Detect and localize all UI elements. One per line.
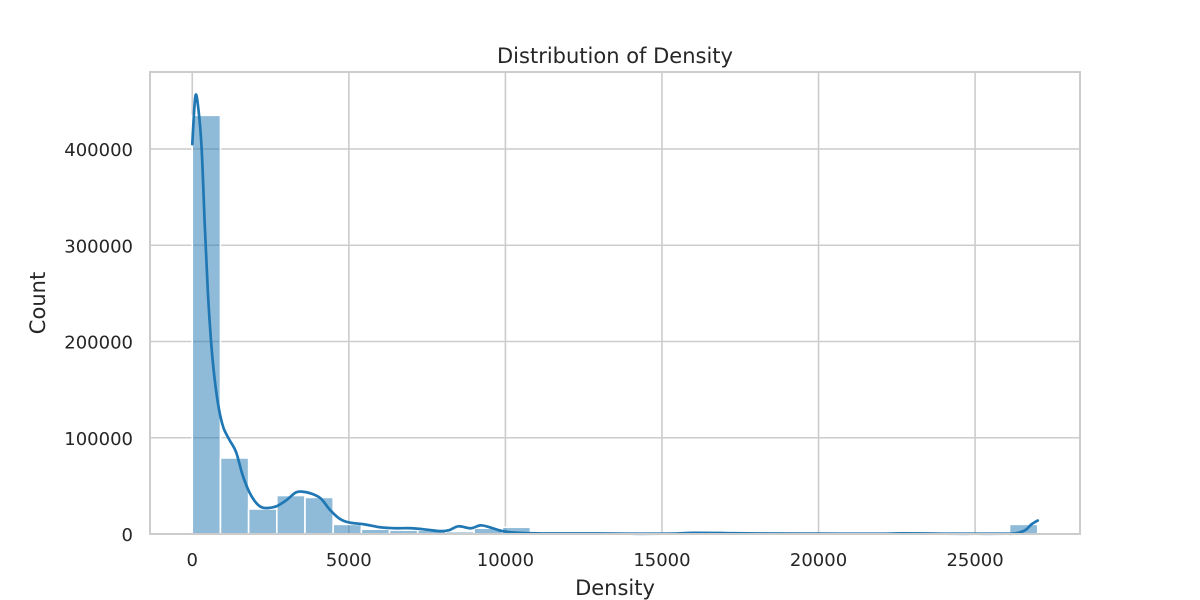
chart-title: Distribution of Density [497, 44, 733, 68]
y-tick-label: 200000 [64, 333, 133, 354]
x-tick-label: 10000 [477, 550, 534, 571]
histogram-bar [191, 114, 222, 535]
y-tick-label: 300000 [64, 236, 133, 257]
x-tick-label: 0 [187, 550, 198, 571]
histogram-bar [332, 523, 363, 535]
x-tick-label: 20000 [790, 550, 847, 571]
x-axis-label: Density [575, 576, 655, 600]
y-tick-labels: 0 100000 200000 300000 400000 [64, 140, 133, 546]
y-tick-label: 0 [122, 525, 133, 546]
x-tick-labels: 0 5000 10000 15000 20000 25000 [187, 550, 1004, 571]
y-tick-label: 400000 [64, 140, 133, 161]
histogram-bar [247, 508, 278, 535]
plot-frame [149, 71, 1081, 535]
histogram-bar [276, 494, 306, 535]
x-tick-label: 15000 [633, 550, 690, 571]
histogram-bars [191, 114, 1039, 535]
y-tick-label: 100000 [64, 429, 133, 450]
x-tick-label: 5000 [326, 550, 372, 571]
kde-curve-group [190, 93, 1040, 536]
kde-curve [190, 93, 1040, 536]
x-tick-label: 25000 [946, 550, 1003, 571]
histogram-bar [219, 457, 250, 535]
grid-lines [150, 72, 1080, 535]
y-axis-label: Count [26, 272, 50, 334]
histogram-bar [304, 496, 334, 535]
